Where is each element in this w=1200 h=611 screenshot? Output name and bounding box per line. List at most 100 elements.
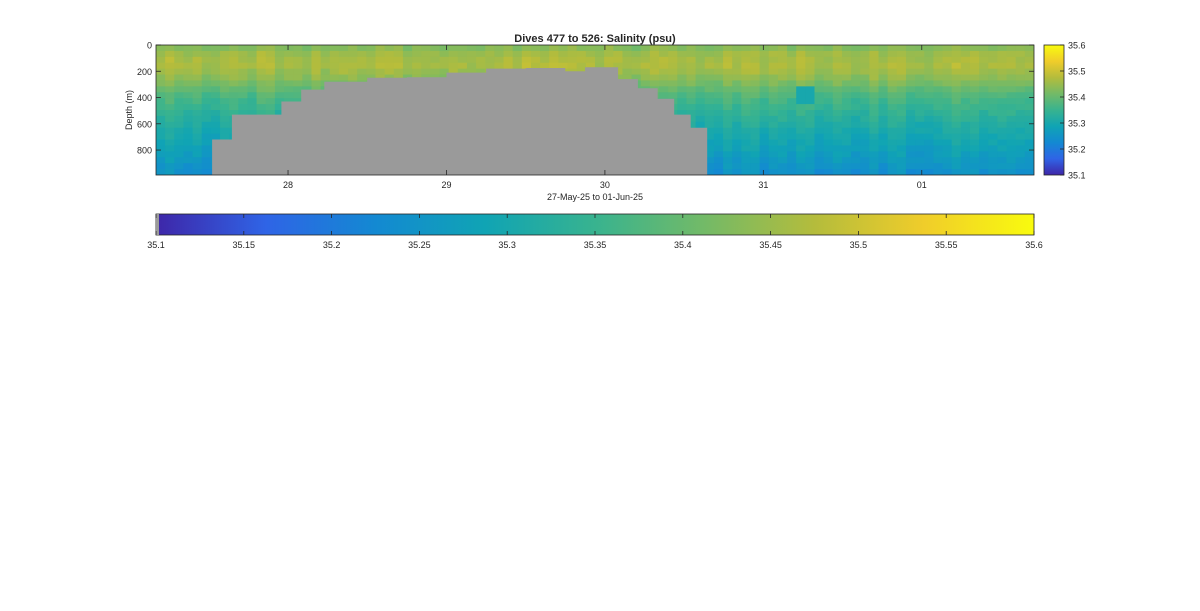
salinity-cell <box>412 62 422 70</box>
salinity-cell <box>695 121 706 129</box>
salinity-cell <box>823 104 834 111</box>
salinity-cell <box>951 151 962 158</box>
salinity-cell <box>942 163 953 170</box>
salinity-cell <box>887 163 898 170</box>
salinity-cell <box>704 62 715 70</box>
salinity-cell <box>183 74 194 82</box>
salinity-cell <box>649 45 660 52</box>
salinity-cell <box>183 151 194 158</box>
salinity-cell <box>924 110 934 117</box>
salinity-cell <box>192 62 203 70</box>
salinity-cell <box>933 80 944 87</box>
salinity-cell <box>649 56 660 64</box>
salinity-cell <box>860 169 870 175</box>
colorbar-bottom-tick-label: 35.25 <box>408 240 431 250</box>
salinity-cell <box>777 139 788 147</box>
salinity-cell <box>174 74 185 82</box>
salinity-cell <box>823 45 834 52</box>
salinity-cell <box>841 50 852 58</box>
salinity-cell <box>969 157 980 164</box>
salinity-cell <box>1024 104 1034 111</box>
salinity-cell <box>951 45 962 52</box>
salinity-cell <box>265 104 276 111</box>
salinity-cell <box>174 145 185 152</box>
salinity-cell <box>631 50 642 58</box>
salinity-cell <box>183 110 194 117</box>
salinity-cell <box>549 56 560 64</box>
salinity-cell <box>686 115 697 123</box>
salinity-cell <box>238 45 249 52</box>
salinity-cell <box>1024 98 1034 105</box>
salinity-cell <box>338 45 349 52</box>
salinity-cell <box>951 157 962 164</box>
salinity-cell <box>704 45 715 52</box>
salinity-cell <box>713 151 724 158</box>
salinity-cell <box>942 110 953 117</box>
colorbar-bottom-tick-label: 35.6 <box>1025 240 1043 250</box>
salinity-cell <box>787 133 797 141</box>
salinity-cell <box>832 92 843 99</box>
salinity-cell <box>805 121 816 129</box>
salinity-cell <box>823 133 834 141</box>
salinity-cell <box>997 145 1008 152</box>
salinity-cell <box>823 80 834 87</box>
salinity-cell <box>466 68 477 76</box>
salinity-cell <box>677 74 688 82</box>
salinity-cell <box>860 74 870 82</box>
salinity-cell <box>210 68 221 76</box>
salinity-cell <box>905 115 916 123</box>
salinity-cell <box>265 68 276 76</box>
salinity-cell <box>805 157 816 164</box>
salinity-cell <box>997 139 1008 147</box>
salinity-cell <box>960 98 971 105</box>
salinity-cell <box>878 62 889 70</box>
salinity-cell <box>713 139 724 147</box>
salinity-cell <box>265 74 276 82</box>
salinity-cell <box>887 86 898 93</box>
salinity-cell <box>942 133 953 141</box>
salinity-cell <box>201 121 212 129</box>
salinity-cell <box>567 50 578 58</box>
salinity-cell <box>741 86 752 93</box>
salinity-cell <box>997 110 1008 117</box>
salinity-cell <box>915 110 925 117</box>
salinity-cell <box>238 62 249 70</box>
salinity-cell <box>320 56 331 64</box>
salinity-cell <box>768 115 779 123</box>
salinity-cell <box>878 86 889 93</box>
salinity-cell <box>1006 157 1017 164</box>
salinity-cell <box>659 45 669 52</box>
plot-area <box>156 45 1034 175</box>
salinity-cell <box>329 74 340 82</box>
salinity-cell <box>933 163 944 170</box>
salinity-cell <box>201 80 212 87</box>
salinity-cell <box>869 62 880 70</box>
salinity-cell <box>210 86 221 93</box>
salinity-cell <box>494 45 505 52</box>
salinity-cell <box>942 56 953 64</box>
salinity-cell <box>293 45 303 52</box>
salinity-cell <box>338 50 349 58</box>
salinity-cell <box>979 139 989 147</box>
salinity-cell <box>704 145 715 152</box>
salinity-cell <box>942 45 953 52</box>
salinity-cell <box>896 110 907 117</box>
salinity-cell <box>841 110 852 117</box>
salinity-cell <box>896 45 907 52</box>
salinity-cell <box>238 80 249 87</box>
salinity-cell <box>293 86 303 93</box>
colorbar-bottom-tick-label: 35.4 <box>674 240 692 250</box>
salinity-cell <box>238 92 249 99</box>
salinity-cell <box>320 62 331 70</box>
salinity-cell <box>759 56 770 64</box>
salinity-cell <box>997 157 1008 164</box>
salinity-cell <box>869 68 880 76</box>
salinity-cell <box>960 133 971 141</box>
salinity-cell <box>860 133 870 141</box>
salinity-cell <box>156 127 166 135</box>
salinity-cell <box>366 50 377 58</box>
salinity-cell <box>723 50 733 58</box>
salinity-cell <box>165 151 175 158</box>
salinity-cell <box>988 151 999 158</box>
salinity-cell <box>293 62 303 70</box>
